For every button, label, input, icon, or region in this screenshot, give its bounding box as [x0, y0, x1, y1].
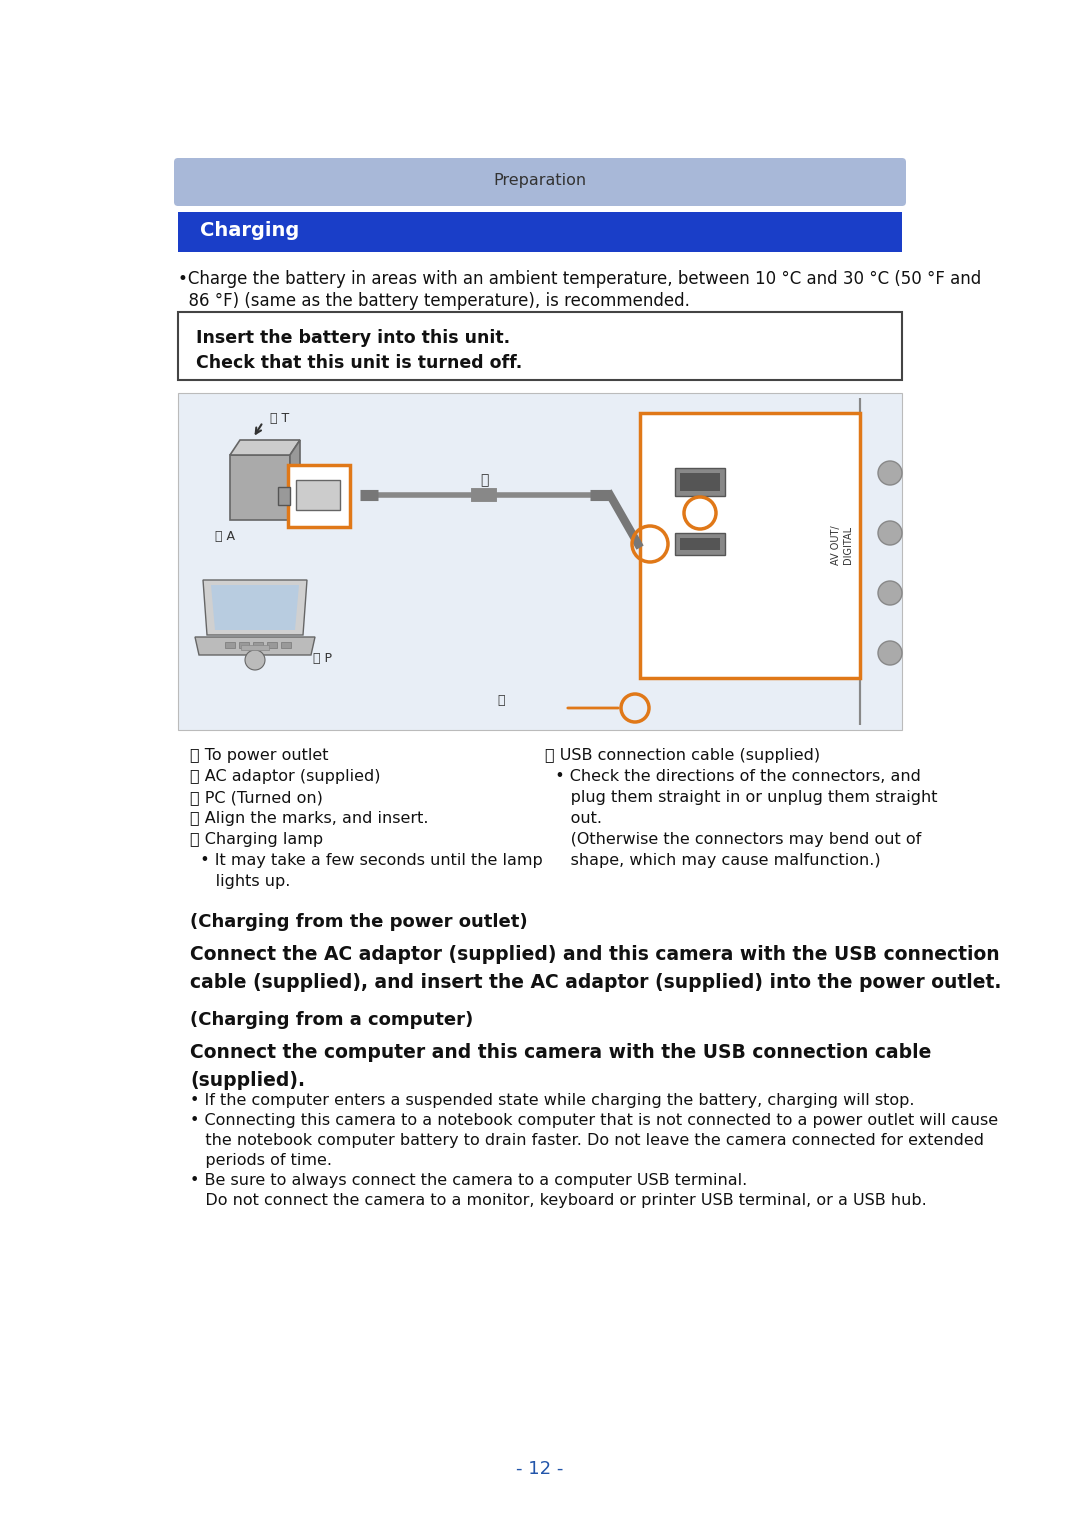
Bar — [178, 212, 902, 252]
Text: • Be sure to always connect the camera to a computer USB terminal.: • Be sure to always connect the camera t… — [190, 1173, 747, 1189]
Bar — [178, 311, 902, 380]
Bar — [267, 642, 276, 649]
Bar — [178, 394, 902, 729]
Bar — [239, 642, 249, 649]
Circle shape — [878, 581, 902, 604]
Text: Charging: Charging — [200, 221, 299, 241]
Text: the notebook computer battery to drain faster. Do not leave the camera connected: the notebook computer battery to drain f… — [190, 1132, 984, 1148]
Text: • If the computer enters a suspended state while charging the battery, charging : • If the computer enters a suspended sta… — [190, 1093, 915, 1108]
Circle shape — [878, 641, 902, 665]
Text: lights up.: lights up. — [190, 874, 291, 890]
Polygon shape — [291, 439, 300, 520]
Text: Ⓑ AC adaptor (supplied): Ⓑ AC adaptor (supplied) — [190, 769, 380, 784]
Circle shape — [878, 461, 902, 485]
Text: (supplied).: (supplied). — [190, 1071, 305, 1090]
Bar — [241, 645, 269, 650]
Text: Ⓕ: Ⓕ — [480, 473, 488, 487]
Bar — [288, 465, 350, 526]
Text: • Check the directions of the connectors, and: • Check the directions of the connectors… — [545, 769, 921, 784]
Bar — [296, 481, 340, 510]
Text: Preparation: Preparation — [494, 172, 586, 188]
Text: periods of time.: periods of time. — [190, 1154, 332, 1167]
Text: (Otherwise the connectors may bend out of: (Otherwise the connectors may bend out o… — [545, 832, 921, 847]
Polygon shape — [230, 439, 300, 455]
Bar — [675, 533, 725, 555]
Text: Ⓒ PC (Turned on): Ⓒ PC (Turned on) — [190, 790, 323, 806]
Text: cable (supplied), and insert the AC adaptor (supplied) into the power outlet.: cable (supplied), and insert the AC adap… — [190, 974, 1001, 992]
Text: Ⓐ To power outlet: Ⓐ To power outlet — [190, 748, 328, 763]
Polygon shape — [203, 580, 307, 635]
Text: Ⓔ: Ⓔ — [498, 694, 505, 708]
Text: shape, which may cause malfunction.): shape, which may cause malfunction.) — [545, 853, 880, 868]
Bar — [675, 468, 725, 496]
Text: • It may take a few seconds until the lamp: • It may take a few seconds until the la… — [190, 853, 543, 868]
FancyBboxPatch shape — [174, 159, 906, 206]
Text: ⓓ Align the marks, and insert.: ⓓ Align the marks, and insert. — [190, 810, 429, 826]
Text: ⓓ: ⓓ — [690, 501, 698, 514]
Bar — [278, 487, 291, 505]
Polygon shape — [230, 455, 291, 520]
Text: 86 °F) (same as the battery temperature), is recommended.: 86 °F) (same as the battery temperature)… — [178, 291, 690, 310]
Text: Ⓐ T: Ⓐ T — [270, 412, 289, 426]
Polygon shape — [211, 584, 299, 630]
Text: Do not connect the camera to a monitor, keyboard or printer USB terminal, or a U: Do not connect the camera to a monitor, … — [190, 1193, 927, 1209]
Text: Connect the computer and this camera with the USB connection cable: Connect the computer and this camera wit… — [190, 1042, 931, 1062]
Text: Connect the AC adaptor (supplied) and this camera with the USB connection: Connect the AC adaptor (supplied) and th… — [190, 945, 1000, 964]
Text: •Charge the battery in areas with an ambient temperature, between 10 °C and 30 °: •Charge the battery in areas with an amb… — [178, 270, 982, 288]
Text: plug them straight in or unplug them straight: plug them straight in or unplug them str… — [545, 790, 937, 806]
Text: • Connecting this camera to a notebook computer that is not connected to a power: • Connecting this camera to a notebook c… — [190, 1112, 998, 1128]
Polygon shape — [195, 636, 315, 655]
Text: - 12 -: - 12 - — [516, 1460, 564, 1479]
Circle shape — [878, 520, 902, 545]
Text: (Charging from a computer): (Charging from a computer) — [190, 1012, 473, 1029]
Text: Insert the battery into this unit.: Insert the battery into this unit. — [195, 330, 510, 346]
Text: Ⓒ P: Ⓒ P — [313, 652, 332, 665]
Text: AV OUT/
DIGITAL: AV OUT/ DIGITAL — [832, 525, 853, 565]
Text: Ⓔ Charging lamp: Ⓔ Charging lamp — [190, 832, 323, 847]
Bar — [225, 642, 235, 649]
Bar — [640, 414, 860, 678]
Bar — [253, 642, 264, 649]
Text: Ⓑ A: Ⓑ A — [215, 530, 235, 543]
Text: Ⓕ USB connection cable (supplied): Ⓕ USB connection cable (supplied) — [545, 748, 820, 763]
Bar — [281, 642, 291, 649]
Bar — [680, 473, 720, 491]
Circle shape — [245, 650, 265, 670]
Text: (Charging from the power outlet): (Charging from the power outlet) — [190, 913, 528, 931]
Text: Check that this unit is turned off.: Check that this unit is turned off. — [195, 354, 523, 372]
Text: out.: out. — [545, 810, 602, 826]
Bar — [680, 539, 720, 549]
